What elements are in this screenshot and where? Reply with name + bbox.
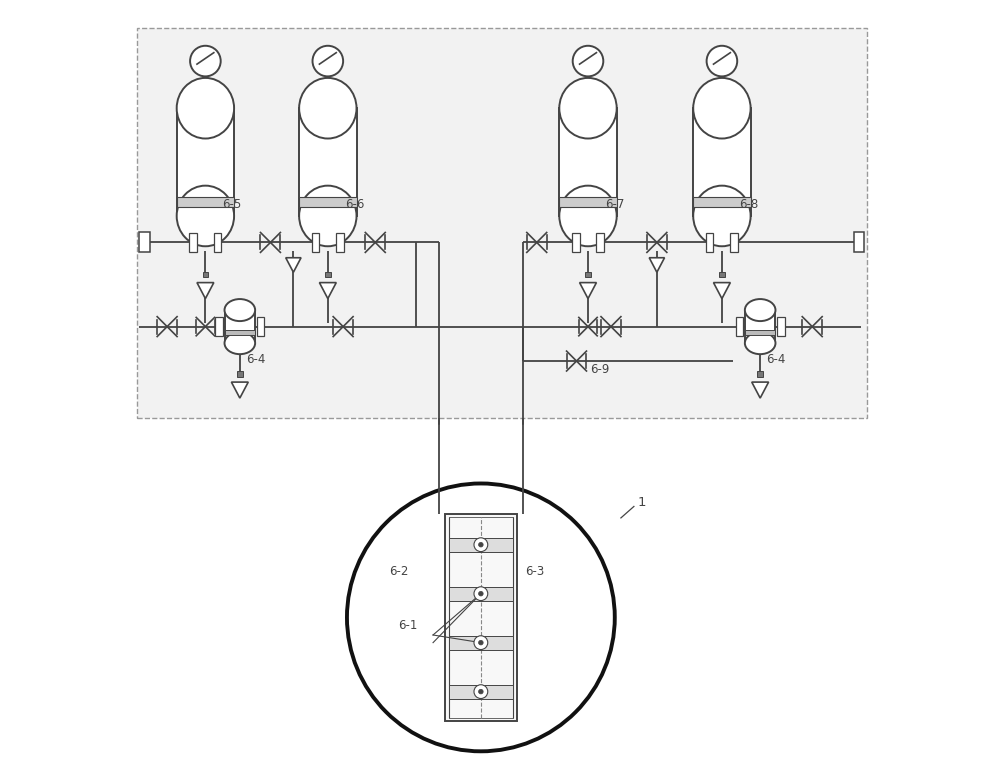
Bar (745, 330, 775, 335)
Circle shape (313, 46, 343, 76)
Bar (177, 108, 234, 216)
Bar (237, 372, 243, 377)
Text: 6-7: 6-7 (605, 198, 624, 211)
Circle shape (479, 641, 483, 645)
Ellipse shape (693, 78, 751, 138)
Bar (325, 272, 331, 277)
Bar (299, 108, 357, 216)
Text: 6-4: 6-4 (246, 353, 265, 366)
Bar (449, 587, 513, 601)
Bar (730, 233, 738, 252)
Circle shape (479, 542, 483, 547)
Circle shape (479, 591, 483, 596)
Bar (299, 197, 357, 207)
Bar (745, 310, 775, 343)
Ellipse shape (299, 78, 357, 138)
Ellipse shape (745, 299, 775, 321)
Text: 6-4: 6-4 (766, 353, 786, 366)
Bar (693, 197, 751, 207)
Bar (203, 272, 208, 277)
Text: 1: 1 (638, 496, 646, 509)
Ellipse shape (693, 186, 751, 247)
Circle shape (347, 484, 615, 751)
Circle shape (474, 587, 488, 601)
Text: 6-2: 6-2 (389, 564, 409, 578)
Bar (559, 197, 617, 207)
Bar (214, 233, 221, 252)
Circle shape (573, 46, 603, 76)
Text: 6-5: 6-5 (222, 198, 241, 211)
Bar (449, 538, 513, 551)
Bar (312, 233, 319, 252)
Bar (257, 317, 264, 336)
Text: 6-8: 6-8 (739, 198, 758, 211)
Bar (596, 233, 604, 252)
Ellipse shape (559, 186, 617, 247)
Bar (777, 317, 785, 336)
Ellipse shape (745, 332, 775, 354)
Bar (854, 233, 864, 253)
Bar (719, 272, 725, 277)
Text: 6-6: 6-6 (345, 198, 364, 211)
Ellipse shape (225, 332, 255, 354)
Bar (215, 317, 223, 336)
Polygon shape (286, 258, 301, 273)
Circle shape (479, 690, 483, 694)
Bar (736, 317, 743, 336)
Bar (449, 685, 513, 699)
Ellipse shape (177, 186, 234, 247)
Ellipse shape (225, 299, 255, 321)
Text: 6-9: 6-9 (590, 363, 610, 376)
Bar (693, 108, 751, 216)
Text: 6-1: 6-1 (399, 619, 418, 632)
Bar (225, 330, 255, 335)
Ellipse shape (177, 78, 234, 138)
Polygon shape (231, 382, 248, 398)
Circle shape (707, 46, 737, 76)
Bar (449, 517, 513, 717)
Bar (449, 636, 513, 650)
Circle shape (190, 46, 221, 76)
Bar (336, 233, 344, 252)
Circle shape (474, 685, 488, 699)
Bar (189, 233, 197, 252)
Circle shape (474, 636, 488, 650)
Bar (225, 310, 255, 343)
Bar (445, 514, 517, 720)
Polygon shape (649, 258, 665, 273)
Ellipse shape (299, 186, 357, 247)
Polygon shape (319, 283, 336, 299)
Polygon shape (752, 382, 769, 398)
Bar (757, 372, 763, 377)
Bar (585, 272, 591, 277)
Bar (137, 28, 867, 419)
Polygon shape (580, 283, 596, 299)
Text: 6-3: 6-3 (525, 564, 544, 578)
Polygon shape (197, 283, 214, 299)
Bar (572, 233, 580, 252)
Bar (706, 233, 713, 252)
Circle shape (474, 538, 488, 551)
Bar (139, 233, 150, 253)
Polygon shape (713, 283, 730, 299)
Bar (559, 108, 617, 216)
Bar (177, 197, 234, 207)
Ellipse shape (559, 78, 617, 138)
